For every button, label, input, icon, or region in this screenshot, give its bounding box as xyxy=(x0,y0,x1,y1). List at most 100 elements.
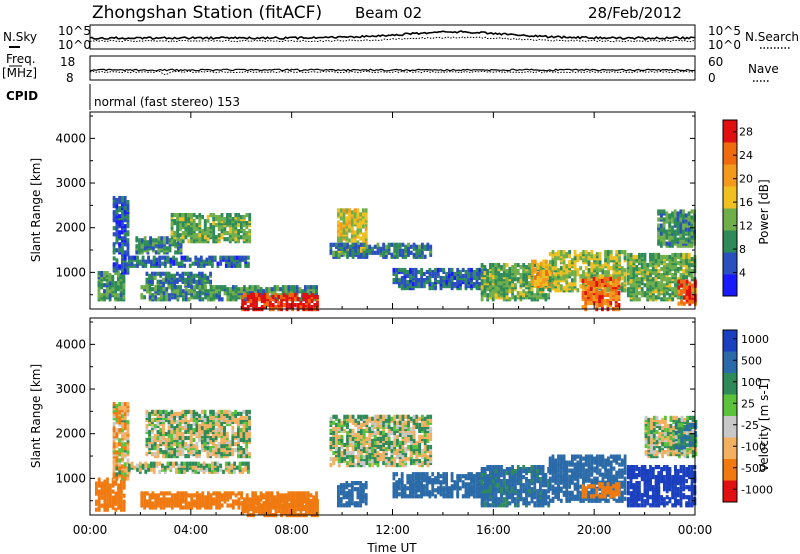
power-cell xyxy=(161,255,164,260)
velocity-cell xyxy=(167,437,171,443)
power-cell xyxy=(409,244,413,249)
velocity-cell xyxy=(360,428,363,433)
power-cell xyxy=(643,257,647,262)
power-cell xyxy=(548,272,552,277)
velocity-cell xyxy=(187,419,190,425)
power-cell xyxy=(598,282,601,288)
power-cell xyxy=(154,238,158,243)
velocity-cell xyxy=(348,436,352,441)
power-cell xyxy=(190,239,193,244)
power-cell xyxy=(228,227,232,232)
power-cell xyxy=(237,233,240,238)
power-cell xyxy=(126,230,130,235)
power-cell xyxy=(643,283,647,288)
power-cell xyxy=(486,277,490,282)
power-cell xyxy=(617,290,621,296)
power-cell xyxy=(255,298,258,304)
power-cell xyxy=(148,283,151,288)
power-cell xyxy=(494,287,498,292)
velocity-cell xyxy=(329,436,333,441)
power-cell xyxy=(382,246,385,251)
power-cell xyxy=(228,233,232,238)
power-cell xyxy=(629,269,633,274)
velocity-cell xyxy=(176,419,179,425)
velocity-cell xyxy=(151,452,154,457)
power-cell xyxy=(138,238,141,243)
power-cell xyxy=(190,233,193,238)
power-cell xyxy=(665,263,669,268)
velocity-cell xyxy=(346,450,349,456)
velocity-cell xyxy=(223,440,226,445)
power-cell xyxy=(568,260,571,265)
power-cell xyxy=(179,233,182,238)
power-cell xyxy=(660,231,663,236)
power-cell xyxy=(201,233,204,238)
velocity-cell xyxy=(145,437,149,443)
power-cell xyxy=(467,267,471,273)
power-cell xyxy=(682,213,685,218)
power-cell xyxy=(224,255,228,260)
power-cell xyxy=(682,252,686,258)
power-cell xyxy=(159,279,163,284)
power-cell xyxy=(173,233,177,238)
power-cell xyxy=(456,275,460,281)
power-cell xyxy=(409,250,413,255)
power-cell xyxy=(632,275,636,280)
power-cell xyxy=(382,250,385,255)
velocity-cell xyxy=(179,491,182,496)
power-cell xyxy=(676,267,680,272)
velocity-cell xyxy=(211,465,214,470)
power-cell xyxy=(176,233,179,238)
power-cell xyxy=(612,264,616,269)
power-cell xyxy=(428,271,432,277)
power-cell xyxy=(118,242,121,247)
velocity-cell xyxy=(200,448,204,453)
power-cell xyxy=(638,291,641,296)
power-cell xyxy=(240,221,243,226)
power-cell xyxy=(285,298,289,304)
power-cell xyxy=(181,231,185,236)
power-cell xyxy=(527,281,531,286)
velocity-cell xyxy=(239,446,243,451)
power-cell xyxy=(478,267,482,273)
power-cell xyxy=(118,230,121,235)
power-cell xyxy=(511,265,514,270)
power-cell xyxy=(679,243,683,248)
velocity-cell xyxy=(242,448,246,453)
power-cell xyxy=(612,290,615,296)
power-cell xyxy=(247,261,250,266)
velocity-cell xyxy=(181,419,185,425)
power-cell xyxy=(459,269,462,275)
velocity-cell xyxy=(241,467,245,472)
power-cell xyxy=(522,289,526,294)
velocity-cell xyxy=(241,461,245,466)
power-cell xyxy=(614,294,618,300)
power-cell xyxy=(643,275,647,280)
velocity-cell xyxy=(195,501,199,506)
power-cell xyxy=(216,261,220,266)
power-cell xyxy=(609,250,613,255)
power-cell xyxy=(213,255,217,260)
power-cell xyxy=(635,265,639,270)
power-cell xyxy=(273,285,277,290)
power-cell xyxy=(163,261,167,266)
power-heatmap xyxy=(97,196,697,312)
velocity-cell xyxy=(298,491,302,496)
velocity-cell xyxy=(296,498,300,504)
power-cell xyxy=(373,244,377,249)
power-cell xyxy=(112,248,116,253)
power-cell xyxy=(618,250,621,255)
power-cell xyxy=(203,231,207,236)
power-cell xyxy=(293,292,297,298)
power-cell xyxy=(248,213,252,218)
power-cell xyxy=(682,295,686,300)
power-cell xyxy=(618,270,621,275)
velocity-cell xyxy=(179,499,182,504)
power-cell xyxy=(527,263,531,268)
velocity-cell xyxy=(307,502,311,508)
velocity-cell xyxy=(164,437,168,443)
power-cell xyxy=(118,214,121,219)
power-cell xyxy=(548,260,552,265)
power-cell xyxy=(626,281,630,286)
power-cell xyxy=(183,255,187,260)
